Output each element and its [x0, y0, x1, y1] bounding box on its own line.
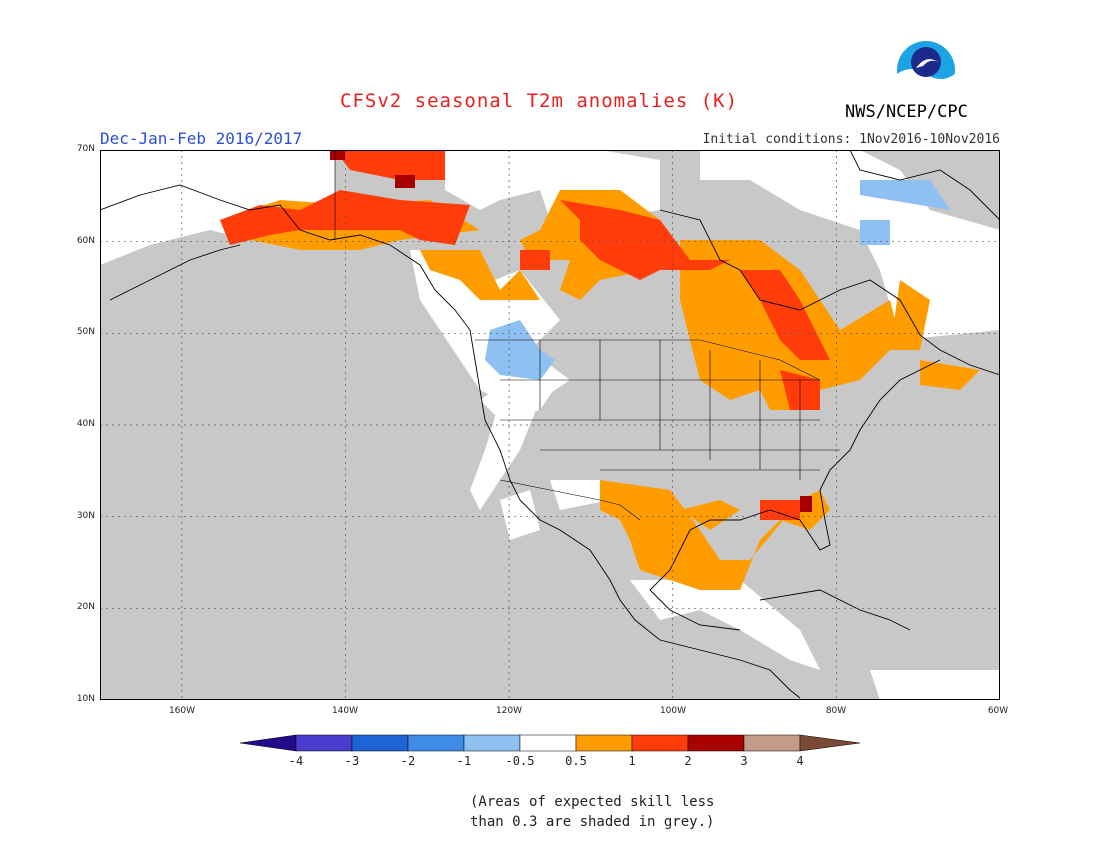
- colorbar-swatch-left-arrow: [240, 734, 297, 752]
- lat-label-40n: 40N: [76, 419, 95, 429]
- white-region: [500, 490, 540, 540]
- colorbar-label: -1: [456, 754, 472, 768]
- white-region: [630, 580, 820, 670]
- lon-label-100w: 100W: [659, 706, 687, 716]
- colorbar-label: -4: [288, 754, 304, 768]
- initial-conditions-label: Initial conditions: 1Nov2016-10Nov2016: [702, 132, 1000, 147]
- colorbar-swatch-right-arrow: [799, 734, 860, 752]
- white-region: [410, 250, 570, 510]
- colorbar-label: 2: [684, 754, 692, 768]
- hudson-coastline: [659, 209, 1000, 376]
- colorbar-swatch: [743, 734, 801, 752]
- anomaly-1-to-2-regions: [220, 150, 830, 520]
- lat-label-70n: 70N: [76, 144, 95, 154]
- us-canada-border: [475, 339, 821, 381]
- lat-label-50n: 50N: [76, 327, 95, 337]
- red-region: [760, 500, 800, 520]
- map-title: CFSv2 seasonal T2m anomalies (K): [340, 90, 739, 112]
- colorbar-label: 4: [796, 754, 804, 768]
- season-label: Dec-Jan-Feb 2016/2017: [100, 129, 303, 148]
- aleutian-coastline: [109, 244, 241, 301]
- lon-label-80w: 80W: [825, 706, 847, 716]
- lon-label-120w: 120W: [495, 706, 523, 716]
- red-region: [335, 150, 445, 180]
- colorbar-swatch: [463, 734, 521, 752]
- skill-note-line-2: than 0.3 are shaded in grey.): [470, 814, 715, 830]
- white-region: [870, 670, 1000, 700]
- pacific-coastline: [100, 184, 801, 699]
- orange-region: [890, 280, 930, 350]
- lon-label-60w: 60W: [987, 706, 1009, 716]
- orange-region: [920, 360, 980, 390]
- orange-region: [420, 250, 540, 300]
- anomaly-minus-0p5-to-minus-1-regions: [485, 180, 950, 380]
- borders: [334, 150, 840, 521]
- arctic-coastline: [849, 150, 1000, 221]
- colorbar-swatch: [407, 734, 465, 752]
- skill-note: (Areas of expected skill less than 0.3 a…: [470, 792, 714, 832]
- colorbar-label: 3: [740, 754, 748, 768]
- state-borders-ew: [500, 379, 840, 471]
- white-region: [700, 150, 1000, 340]
- skill-note-line-1: (Areas of expected skill less: [470, 794, 715, 810]
- lat-label-60n: 60N: [76, 236, 95, 246]
- map-frame: [100, 150, 1000, 700]
- orange-region: [600, 480, 830, 590]
- lightblue-region: [485, 320, 555, 380]
- red-region: [520, 250, 550, 270]
- colorbar-swatch: [295, 734, 353, 752]
- lon-label-160w: 160W: [168, 706, 196, 716]
- colorbar-label: -0.5: [505, 754, 535, 768]
- white-region: [550, 480, 610, 510]
- lat-label-10n: 10N: [76, 694, 95, 704]
- atlantic-gulf-coastline: [649, 359, 941, 631]
- darkred-region: [800, 496, 812, 512]
- coastlines: [100, 150, 1000, 699]
- graticule: [100, 150, 1000, 700]
- red-region: [560, 200, 730, 280]
- colorbar-label: -3: [344, 754, 360, 768]
- lightblue-region: [860, 180, 950, 210]
- near-normal-regions: [100, 150, 1000, 700]
- orange-region: [680, 500, 740, 530]
- colorbar-swatch: [575, 734, 633, 752]
- lightblue-region: [860, 220, 890, 245]
- anomaly-2-to-3-regions: [330, 150, 812, 512]
- organization-label: NWS/NCEP/CPC: [845, 102, 968, 122]
- colorbar-label: 1: [628, 754, 636, 768]
- us-mexico-border: [499, 479, 641, 521]
- red-region: [220, 190, 470, 245]
- colorbar: [240, 734, 860, 752]
- darkred-region: [330, 150, 345, 160]
- anomaly-map: [100, 150, 1000, 700]
- lat-label-30n: 30N: [76, 511, 95, 521]
- colorbar-label: 0.5: [565, 754, 587, 768]
- lon-label-140w: 140W: [331, 706, 359, 716]
- colorbar-swatch: [687, 734, 745, 752]
- caribbean-islands: [759, 589, 911, 631]
- darkred-region: [395, 175, 415, 188]
- red-region: [740, 270, 830, 360]
- colorbar-swatch: [351, 734, 409, 752]
- colorbar-label: -2: [400, 754, 416, 768]
- colorbar-swatch: [631, 734, 689, 752]
- colorbar-swatch: [519, 734, 577, 752]
- noaa-logo: [896, 40, 956, 103]
- lat-label-20n: 20N: [76, 602, 95, 612]
